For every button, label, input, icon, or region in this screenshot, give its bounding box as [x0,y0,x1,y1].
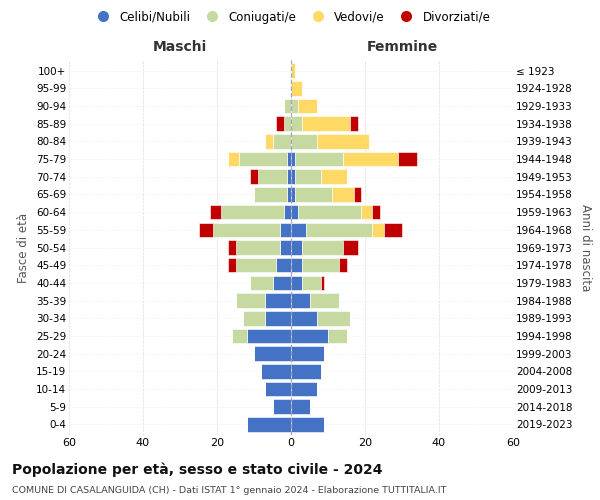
Bar [295,170,320,184]
Bar [287,187,291,202]
Bar [302,258,339,272]
Bar [239,152,287,166]
Bar [343,152,398,166]
Bar [235,258,276,272]
Bar [317,134,368,148]
Bar [280,222,291,237]
Bar [247,328,291,343]
Bar [332,187,354,202]
Bar [254,346,291,361]
Bar [373,222,383,237]
Bar [398,152,417,166]
Bar [291,258,302,272]
Bar [284,205,291,220]
Bar [221,205,284,220]
Bar [258,170,287,184]
Bar [354,187,361,202]
Bar [284,116,291,131]
Bar [291,170,295,184]
Legend: Celibi/Nubili, Coniugati/e, Vedovi/e, Divorziati/e: Celibi/Nubili, Coniugati/e, Vedovi/e, Di… [87,6,495,28]
Bar [302,240,343,255]
Bar [228,152,239,166]
Text: Femmine: Femmine [367,40,437,54]
Bar [265,134,272,148]
Bar [291,116,302,131]
Bar [254,187,287,202]
Bar [291,98,298,113]
Bar [280,240,291,255]
Bar [265,294,291,308]
Bar [310,294,339,308]
Bar [302,276,320,290]
Bar [199,222,214,237]
Bar [291,417,325,432]
Bar [243,311,265,326]
Bar [250,170,258,184]
Bar [350,116,358,131]
Bar [232,328,247,343]
Bar [320,170,347,184]
Bar [291,328,328,343]
Bar [291,311,317,326]
Bar [209,205,221,220]
Bar [272,400,291,414]
Bar [295,187,332,202]
Bar [291,294,310,308]
Bar [291,64,295,78]
Bar [291,205,298,220]
Bar [320,276,325,290]
Bar [373,205,380,220]
Bar [291,81,302,96]
Bar [361,205,373,220]
Bar [295,152,343,166]
Bar [250,276,272,290]
Bar [265,382,291,396]
Bar [287,170,291,184]
Bar [276,258,291,272]
Bar [383,222,402,237]
Bar [228,258,235,272]
Y-axis label: Anni di nascita: Anni di nascita [579,204,592,291]
Bar [276,116,284,131]
Text: COMUNE DI CASALANGUIDA (CH) - Dati ISTAT 1° gennaio 2024 - Elaborazione TUTTITAL: COMUNE DI CASALANGUIDA (CH) - Dati ISTAT… [12,486,446,495]
Bar [317,311,350,326]
Bar [291,134,317,148]
Bar [247,417,291,432]
Text: Popolazione per età, sesso e stato civile - 2024: Popolazione per età, sesso e stato civil… [12,462,383,477]
Bar [291,276,302,290]
Bar [265,311,291,326]
Text: Maschi: Maschi [153,40,207,54]
Bar [291,240,302,255]
Bar [284,98,291,113]
Bar [291,382,317,396]
Bar [291,400,310,414]
Bar [236,294,265,308]
Bar [262,364,291,378]
Bar [235,240,280,255]
Bar [291,222,306,237]
Bar [291,152,295,166]
Bar [298,98,317,113]
Y-axis label: Fasce di età: Fasce di età [17,212,31,282]
Bar [302,116,350,131]
Bar [343,240,358,255]
Bar [214,222,280,237]
Bar [291,364,320,378]
Bar [272,276,291,290]
Bar [328,328,347,343]
Bar [291,346,325,361]
Bar [228,240,235,255]
Bar [287,152,291,166]
Bar [298,205,361,220]
Bar [291,187,295,202]
Bar [339,258,347,272]
Bar [306,222,373,237]
Bar [272,134,291,148]
